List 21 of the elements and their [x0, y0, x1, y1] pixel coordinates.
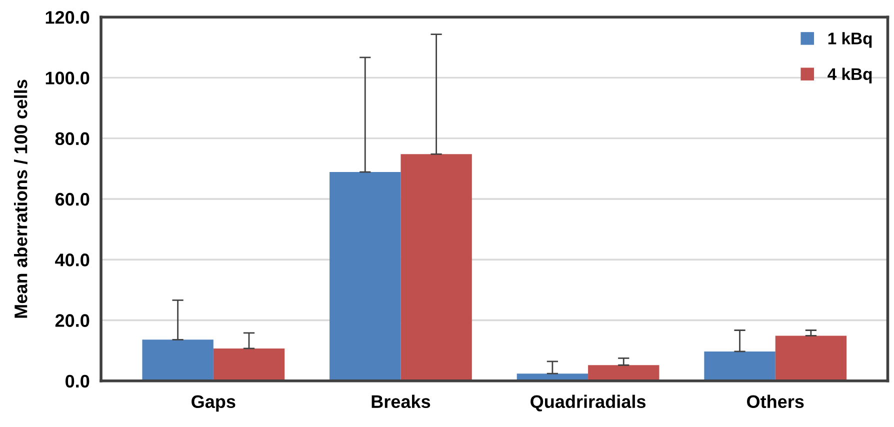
bar: [775, 336, 847, 381]
y-tick-label: 0.0: [66, 374, 90, 388]
y-axis-title: Mean aberrations / 100 cells: [14, 80, 28, 318]
y-tick-label: 120.0: [46, 11, 90, 24]
y-tick-label: 60.0: [55, 192, 90, 206]
x-tick-label: Gaps: [192, 395, 236, 412]
y-tick-label: 40.0: [55, 254, 90, 266]
bar: [400, 154, 472, 381]
bar: [142, 340, 214, 381]
legend-label: 4 kBq: [828, 68, 872, 84]
bar: [704, 351, 776, 381]
bar: [330, 172, 401, 381]
legend-label: 1 kBq: [828, 32, 872, 48]
bar: [588, 365, 660, 381]
x-tick-label: Quadriradials: [530, 394, 646, 412]
x-tick-label: Breaks: [372, 394, 430, 408]
y-tick-label: 80.0: [55, 132, 90, 146]
bar: [213, 348, 285, 381]
y-tick-label: 20.0: [55, 314, 90, 327]
x-tick-label: Others: [747, 394, 804, 408]
y-tick-label: 100.0: [46, 72, 90, 84]
